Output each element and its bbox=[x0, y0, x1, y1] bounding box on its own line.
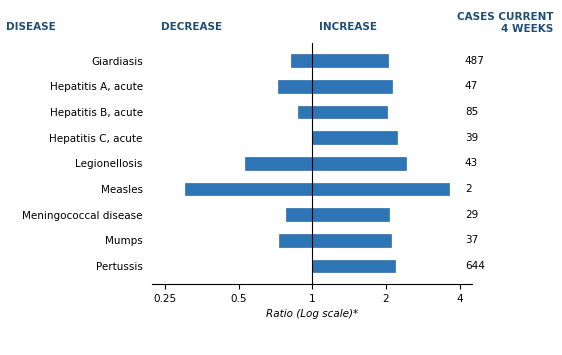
Text: 37: 37 bbox=[465, 235, 478, 245]
Text: 29: 29 bbox=[465, 210, 478, 220]
X-axis label: Ratio (Log scale)*: Ratio (Log scale)* bbox=[266, 309, 358, 319]
Bar bbox=[291, 54, 388, 67]
Bar bbox=[312, 260, 395, 272]
Bar bbox=[279, 234, 391, 247]
Bar bbox=[312, 131, 397, 144]
Text: 43: 43 bbox=[465, 158, 478, 168]
Text: 2: 2 bbox=[465, 184, 472, 194]
Bar bbox=[185, 182, 450, 195]
Text: INCREASE: INCREASE bbox=[319, 22, 378, 32]
Text: 47: 47 bbox=[465, 81, 478, 91]
Bar bbox=[298, 105, 387, 118]
Text: 644: 644 bbox=[465, 261, 484, 271]
Text: DISEASE: DISEASE bbox=[6, 22, 56, 32]
Bar bbox=[278, 80, 392, 93]
Text: CASES CURRENT
4 WEEKS: CASES CURRENT 4 WEEKS bbox=[457, 12, 554, 34]
Text: 85: 85 bbox=[465, 107, 478, 117]
Bar bbox=[286, 208, 389, 221]
Text: 39: 39 bbox=[465, 133, 478, 143]
Bar bbox=[245, 157, 406, 170]
Text: DECREASE: DECREASE bbox=[161, 22, 221, 32]
Text: 487: 487 bbox=[465, 56, 484, 66]
